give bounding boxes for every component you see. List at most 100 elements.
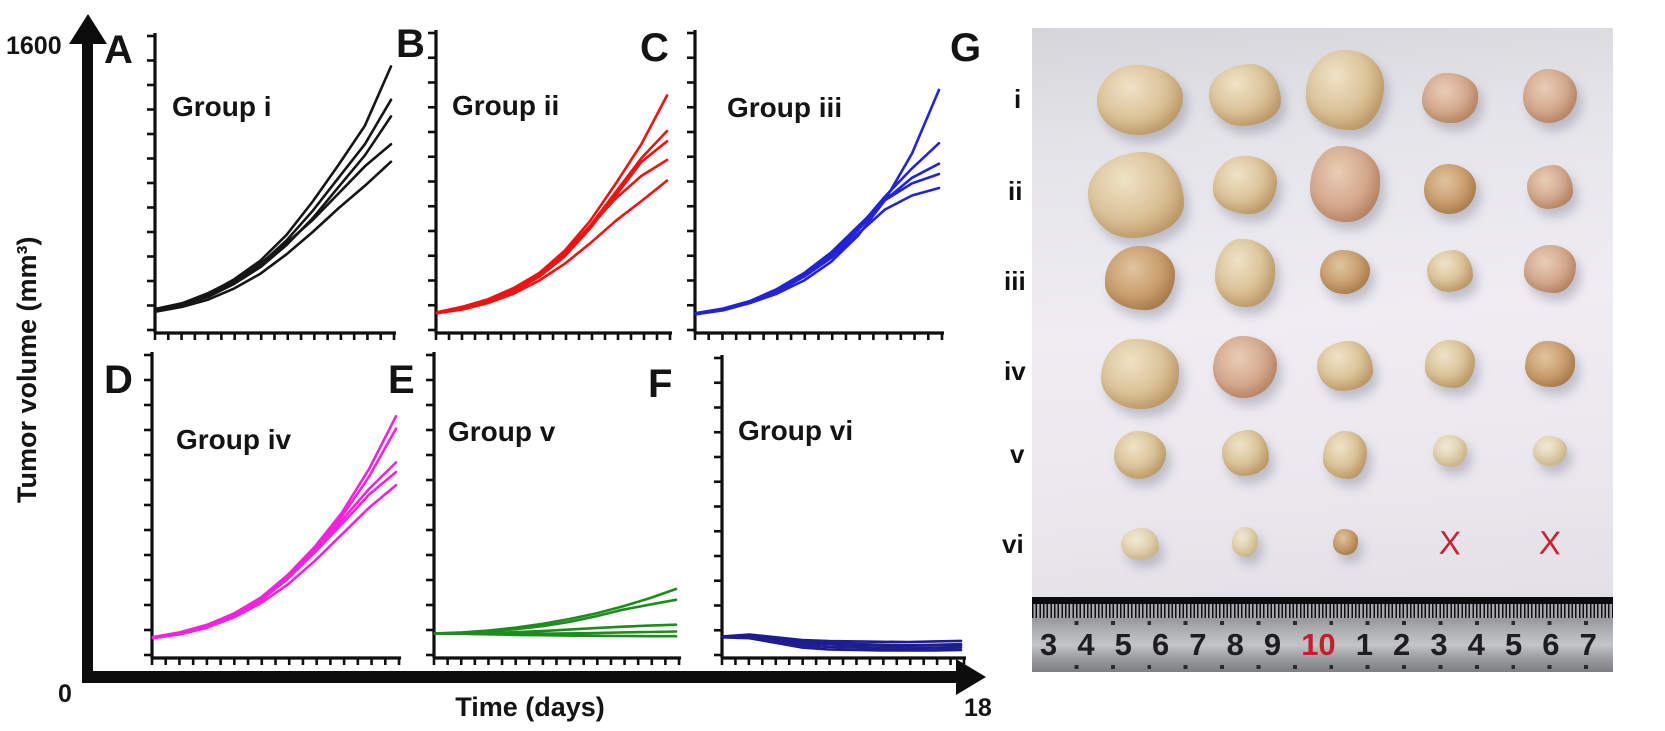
tumor-specimen-row6-col2 [1232, 527, 1258, 557]
growth-curve [435, 94, 669, 314]
growth-curve [694, 162, 941, 316]
panel-plot-e [426, 352, 681, 665]
panel-plot-d [144, 352, 401, 665]
x-axis-arrowhead-icon [956, 659, 986, 695]
photo-row-label-iv: iv [1004, 356, 1026, 386]
tumor-specimen-row4-col2 [1213, 336, 1277, 398]
ruler-face: 3 4 5 6 7 8 9 10 1 2 3 4 5 6 7 [1032, 618, 1613, 672]
ruler-mm-ticks [1032, 597, 1613, 618]
growth-curve [694, 172, 941, 315]
growth-curve [435, 140, 669, 315]
panel-plot-f [714, 355, 966, 665]
panel-plot-c [687, 30, 944, 340]
ruler-number: 4 [1077, 627, 1095, 662]
growth-curve [433, 598, 678, 635]
tumor-specimen-row1-col1 [1097, 65, 1183, 135]
growth-curve [154, 160, 393, 313]
group-title-1: Group i [172, 91, 272, 122]
ruler-number: 6 [1151, 627, 1170, 662]
tumor-specimen-row5-col2 [1221, 430, 1269, 476]
y-axis-title: Tumor volume (mm³) [12, 236, 42, 504]
group-title-3: Group iii [727, 92, 843, 123]
missing-tumor-x-mark: X [1538, 523, 1562, 562]
ruler-number: 5 [1504, 627, 1523, 662]
ruler-number: 4 [1467, 627, 1485, 662]
ruler-number: 8 [1226, 627, 1244, 662]
growth-curve [721, 635, 963, 650]
panel-letter-c: C [640, 26, 669, 70]
panel-letter-f: F [648, 362, 673, 406]
missing-tumor-x-mark: X [1438, 523, 1462, 562]
tumor-specimen-row2-col1 [1088, 152, 1184, 238]
ruler-cm-dots-top [1042, 621, 1603, 625]
y-axis-max-label: 1600 [6, 32, 62, 60]
ruler-number: 7 [1189, 627, 1207, 662]
group-title-6: Group vi [738, 415, 854, 446]
photo-row-label-vi: vi [1002, 529, 1024, 559]
growth-curve [435, 158, 669, 314]
group-title-5: Group v [448, 416, 556, 447]
x-axis-arrow-shaft [84, 671, 960, 683]
growth-curve [154, 115, 393, 313]
photo-row-label-ii: ii [1008, 176, 1023, 206]
ruler-number: 5 [1114, 627, 1132, 662]
panel-letter-d: D [104, 358, 133, 402]
tumor-specimen-row3-col4 [1427, 250, 1473, 292]
photo-row-label-v: v [1010, 439, 1025, 469]
x-axis-max-label: 18 [964, 694, 992, 722]
growth-curve [721, 634, 963, 647]
growth-curve [151, 470, 398, 639]
panel-letter-a: A [104, 28, 133, 72]
y-axis-arrowhead-icon [69, 14, 107, 44]
ruler-number: 7 [1579, 627, 1597, 662]
panel-letter-e: E [388, 358, 415, 402]
ruler-cm-dots-bottom [1042, 665, 1603, 669]
growth-curve [721, 635, 963, 652]
tumor-specimen-row6-col3 [1332, 529, 1358, 555]
ruler-number: 10 [1301, 627, 1336, 662]
growth-curve [154, 98, 393, 312]
tumor-specimen-row1-col3 [1306, 50, 1384, 130]
panel-letter-g: G [950, 26, 982, 70]
tumor-specimen-row2-col3 [1310, 146, 1380, 222]
growth-curve [151, 483, 398, 640]
tumor-specimen-row1-col4 [1422, 73, 1478, 123]
tumor-specimen-row5-col3 [1323, 431, 1367, 479]
tumor-specimen-row5-col4 [1433, 435, 1467, 467]
tumor-specimen-row1-col5 [1523, 69, 1577, 123]
tumor-specimen-row2-col5 [1527, 165, 1573, 209]
ruler-number: 1 [1355, 627, 1373, 662]
tumor-specimen-row5-col5 [1533, 436, 1567, 466]
ruler-numbers: 3 4 5 6 7 8 9 10 1 2 3 4 5 6 7 [1040, 627, 1597, 663]
photo-row-label-iii: iii [1004, 266, 1026, 296]
growth-curve [433, 632, 678, 638]
tumor-specimen-row4-col4 [1425, 340, 1475, 388]
ruler-number: 2 [1393, 627, 1411, 662]
tumor-specimen-row1-col2 [1209, 64, 1281, 126]
panel-letter-b: B [396, 22, 425, 66]
tumor-specimen-row4-col3 [1317, 341, 1373, 391]
growth-curve [154, 142, 393, 312]
ruler-number: 6 [1542, 627, 1560, 662]
tumor-specimen-row6-col1 [1121, 528, 1159, 560]
tumor-specimen-row4-col5 [1525, 341, 1575, 387]
growth-curve [694, 186, 941, 316]
growth-curve [435, 179, 669, 315]
panel-plot-a [147, 33, 396, 340]
panel-plot-b [428, 30, 672, 340]
ruler: 3 4 5 6 7 8 9 10 1 2 3 4 5 6 7 [1032, 597, 1613, 672]
ruler-number: 3 [1040, 627, 1058, 662]
tumor-specimen-row3-col1 [1105, 246, 1175, 310]
group-title-4: Group iv [176, 424, 292, 455]
group-title-2: Group ii [452, 90, 560, 121]
tumor-specimen-row2-col2 [1213, 156, 1277, 214]
tumor-specimen-row5-col1 [1114, 431, 1166, 479]
tumor-specimen-row3-col5 [1524, 245, 1576, 293]
ruler-number: 3 [1430, 627, 1448, 662]
tumor-specimen-row2-col4 [1424, 164, 1476, 214]
growth-curve [151, 427, 398, 639]
photo-row-label-i: i [1014, 84, 1022, 114]
tumor-specimen-row3-col3 [1320, 250, 1370, 294]
